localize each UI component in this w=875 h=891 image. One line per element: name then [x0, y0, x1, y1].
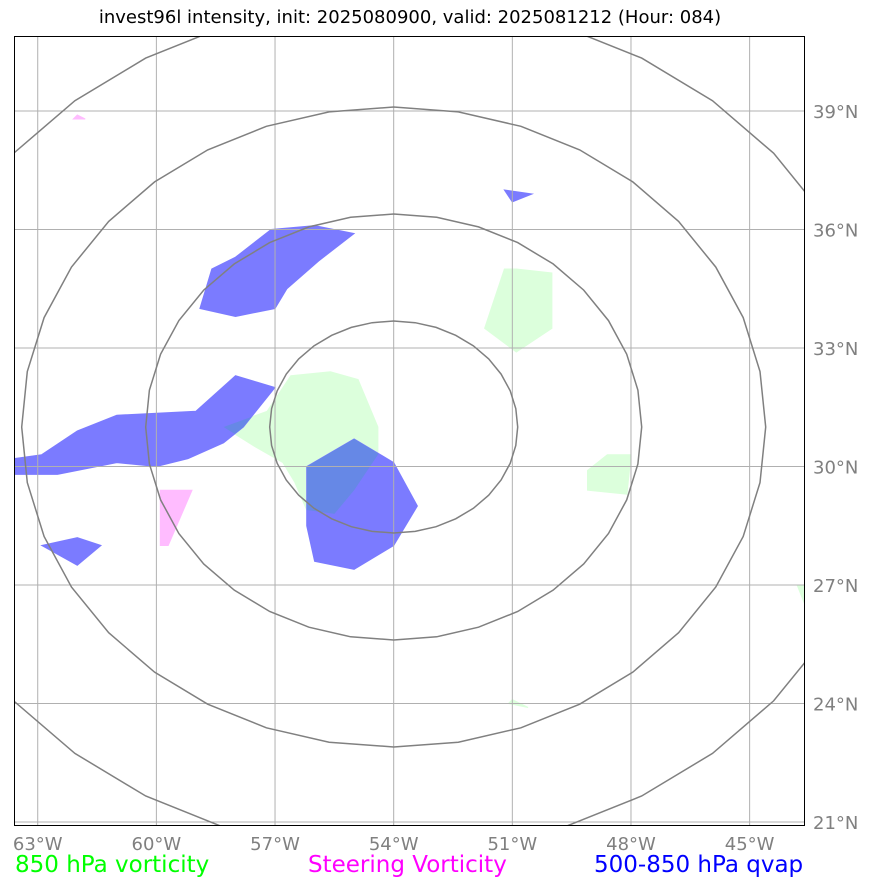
range-ring — [14, 36, 805, 826]
graticule — [14, 36, 805, 826]
latitude-label: 30°N — [813, 458, 858, 479]
longitude-label: 63°W — [13, 834, 63, 855]
legend-850-vorticity: 850 hPa vorticity — [15, 852, 210, 878]
range-ring — [144, 213, 643, 641]
vorticity-850-region — [587, 454, 632, 495]
vorticity-850-region — [796, 584, 805, 605]
steering-vorticity-region — [159, 489, 193, 546]
longitude-label: 60°W — [132, 834, 182, 855]
range-ring — [268, 320, 519, 534]
legend-steering-vorticity: Steering Vorticity — [308, 852, 507, 878]
map-title: invest96l intensity, init: 2025080900, v… — [98, 7, 722, 28]
qvap-region — [199, 225, 356, 318]
latitude-label: 21°N — [813, 813, 858, 834]
steering-vorticity-region — [72, 114, 86, 120]
longitude-label: 51°W — [487, 834, 537, 855]
longitude-label: 45°W — [725, 834, 775, 855]
longitude-tick-labels: 63°W 60°W 57°W 54°W 51°W 48°W 45°W — [13, 834, 775, 855]
range-rings — [14, 36, 805, 826]
qvap-region — [40, 537, 103, 566]
qvap-layer — [14, 189, 535, 570]
latitude-label: 27°N — [813, 576, 858, 597]
latitude-label: 33°N — [813, 339, 858, 360]
latitude-label: 36°N — [813, 221, 858, 242]
plot-frame — [14, 36, 805, 826]
longitude-label: 57°W — [250, 834, 300, 855]
longitude-label: 48°W — [606, 834, 656, 855]
qvap-region — [503, 189, 535, 203]
longitude-label: 54°W — [369, 834, 419, 855]
latitude-label: 24°N — [813, 695, 858, 716]
latitude-label: 39°N — [813, 102, 858, 123]
range-ring — [20, 106, 767, 748]
plot-area — [14, 36, 805, 826]
latitude-tick-labels: 39°N 36°N 33°N 30°N 27°N 24°N 21°N — [813, 102, 858, 834]
steering-vorticity-layer — [72, 114, 193, 546]
vorticity-850-region — [484, 268, 553, 353]
legend-qvap: 500-850 hPa qvap — [594, 852, 804, 878]
